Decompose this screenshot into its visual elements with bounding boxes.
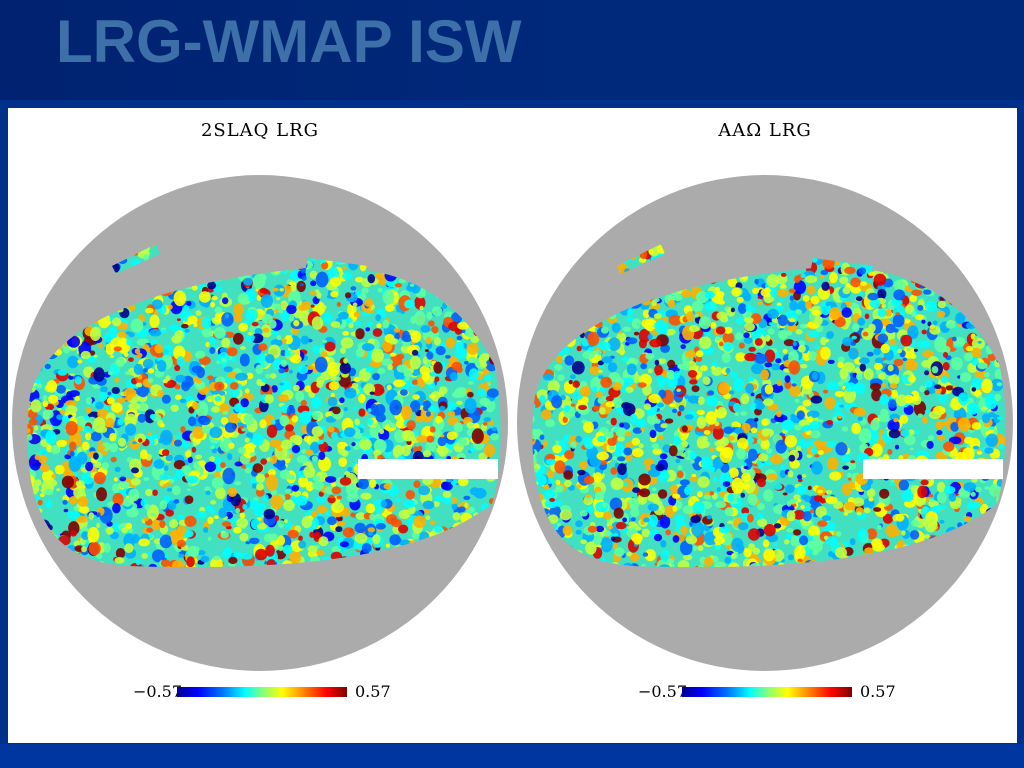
slide-header: LRG-WMAP ISW	[0, 0, 1024, 100]
colorbar	[682, 687, 852, 697]
colorbar-max-label: 0.57	[860, 682, 896, 701]
colorbar-min-label: −0.57	[132, 682, 182, 701]
colorbar	[177, 687, 347, 697]
slide-title: LRG-WMAP ISW	[56, 8, 522, 75]
sky-map-figure: 2SLAQ LRG −0.57 0.57 AAΩ LRG −0.57 0.57	[8, 108, 1017, 743]
map-panel-2slaq: 2SLAQ LRG −0.57 0.57	[8, 108, 512, 743]
slide-footer	[0, 744, 1024, 768]
colorbar-max-label: 0.57	[355, 682, 391, 701]
map-title: 2SLAQ LRG	[200, 120, 320, 141]
sky-map-aaomega	[517, 175, 1013, 671]
sky-map-2slaq	[12, 175, 508, 671]
colorbar-min-label: −0.57	[637, 682, 687, 701]
map-title: AAΩ LRG	[718, 120, 812, 141]
map-panel-aaomega: AAΩ LRG −0.57 0.57	[513, 108, 1017, 743]
